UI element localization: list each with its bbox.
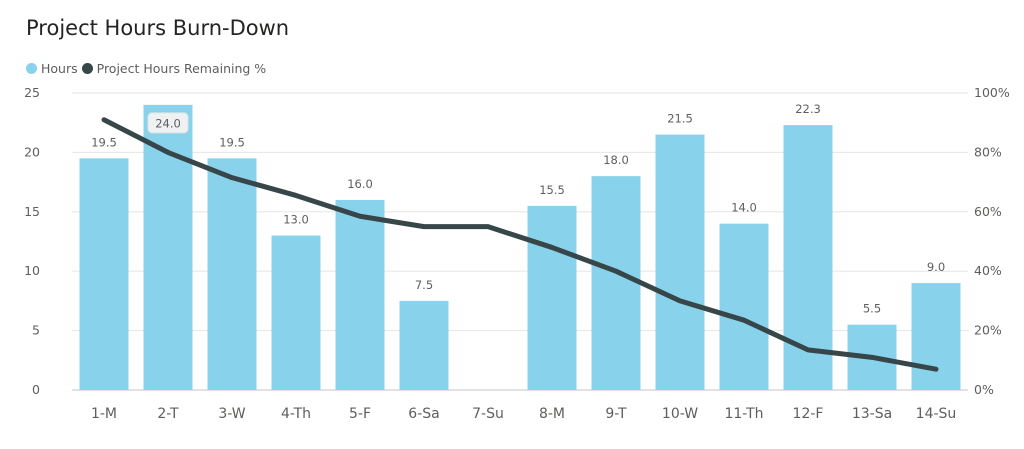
x-tick-label: 3-W: [218, 406, 245, 422]
data-label: 13.0: [283, 213, 309, 227]
x-tick-label: 8-M: [539, 406, 565, 422]
y-right-tick-label: 20%: [974, 323, 1002, 338]
x-tick-label: 13-Sa: [852, 406, 892, 422]
bar: [335, 199, 385, 390]
legend: Hours Project Hours Remaining %: [26, 59, 270, 77]
x-tick-label: 2-T: [157, 406, 179, 422]
y-left-tick-label: 10: [24, 263, 40, 278]
x-tick-label: 9-T: [605, 406, 627, 422]
data-label: 21.5: [667, 112, 693, 126]
bar: [79, 158, 129, 390]
bar: [527, 205, 577, 390]
y-right-tick-label: 100%: [974, 85, 1010, 100]
bar: [655, 134, 705, 390]
data-label: 9.0: [927, 260, 945, 274]
x-tick-label: 10-W: [662, 406, 698, 422]
line-series: [101, 117, 939, 372]
x-tick-label: 11-Th: [724, 406, 763, 422]
bar: [271, 235, 321, 390]
y-right-tick-label: 0%: [974, 382, 994, 397]
y-right-tick-label: 60%: [974, 204, 1002, 219]
bar: [207, 158, 257, 390]
x-tick-label: 12-F: [793, 406, 824, 422]
y-right-tick-label: 40%: [974, 263, 1002, 278]
data-label-highlight: [147, 112, 189, 134]
legend-item-remaining[interactable]: Project Hours Remaining %: [81, 60, 267, 76]
bar: [399, 300, 449, 390]
bar: [911, 283, 961, 390]
data-label: 16.0: [347, 177, 373, 191]
legend-label-remaining: Project Hours Remaining %: [96, 60, 267, 76]
bar: [591, 176, 641, 390]
legend-swatch-hours: [26, 62, 37, 74]
data-label: 24.0: [155, 116, 181, 130]
data-label: 5.5: [863, 302, 881, 316]
data-label: 22.3: [795, 102, 821, 116]
y-left-tick-label: 20: [24, 144, 40, 159]
data-label: 7.5: [415, 278, 433, 292]
data-label: 18.0: [603, 153, 629, 167]
x-tick-label: 7-Su: [472, 406, 504, 422]
chart-title: Project Hours Burn-Down: [26, 16, 290, 40]
bar: [143, 104, 193, 390]
legend-item-hours[interactable]: Hours: [26, 61, 78, 76]
x-tick-label: 1-M: [91, 406, 117, 422]
y-left-tick-label: 25: [24, 85, 40, 100]
x-tick-label: 14-Su: [916, 406, 957, 422]
data-label: 19.5: [219, 135, 245, 149]
legend-swatch-remaining: [81, 62, 93, 74]
y-right-tick-label: 80%: [974, 144, 1002, 159]
data-label: 19.5: [91, 135, 117, 149]
bar: [783, 125, 833, 391]
y-left-tick-label: 15: [24, 204, 40, 219]
x-tick-label: 4-Th: [281, 406, 311, 422]
y-left-tick-label: 0: [32, 382, 40, 397]
x-tick-label: 5-F: [349, 406, 371, 422]
y-left-tick-label: 5: [32, 323, 40, 338]
x-tick-label: 6-Sa: [408, 406, 439, 422]
legend-label-hours: Hours: [41, 60, 78, 76]
bar: [719, 223, 769, 390]
data-label: 14.0: [731, 201, 757, 215]
data-label: 15.5: [539, 183, 565, 197]
